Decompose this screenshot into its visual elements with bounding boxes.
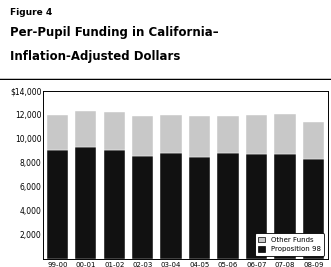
Bar	[161, 153, 182, 259]
Text: Figure 4: Figure 4	[10, 8, 52, 17]
Text: Inflation-Adjusted Dollars: Inflation-Adjusted Dollars	[10, 50, 180, 63]
Bar	[217, 153, 239, 259]
Bar	[47, 150, 68, 259]
Bar	[104, 150, 125, 259]
Bar	[189, 116, 210, 158]
Bar	[303, 122, 324, 159]
Bar	[104, 112, 125, 150]
Bar	[246, 115, 267, 154]
Bar	[47, 115, 68, 150]
Bar	[161, 115, 182, 153]
Bar	[217, 116, 239, 153]
Bar	[132, 116, 153, 156]
Bar	[303, 159, 324, 259]
Bar	[132, 156, 153, 259]
Bar	[75, 111, 96, 147]
Bar	[274, 114, 296, 154]
Bar	[274, 154, 296, 259]
Bar	[189, 158, 210, 259]
Legend: Other Funds, Proposition 98: Other Funds, Proposition 98	[255, 233, 324, 256]
Bar	[246, 154, 267, 259]
Text: Per-Pupil Funding in California–: Per-Pupil Funding in California–	[10, 26, 218, 39]
Bar	[75, 147, 96, 259]
